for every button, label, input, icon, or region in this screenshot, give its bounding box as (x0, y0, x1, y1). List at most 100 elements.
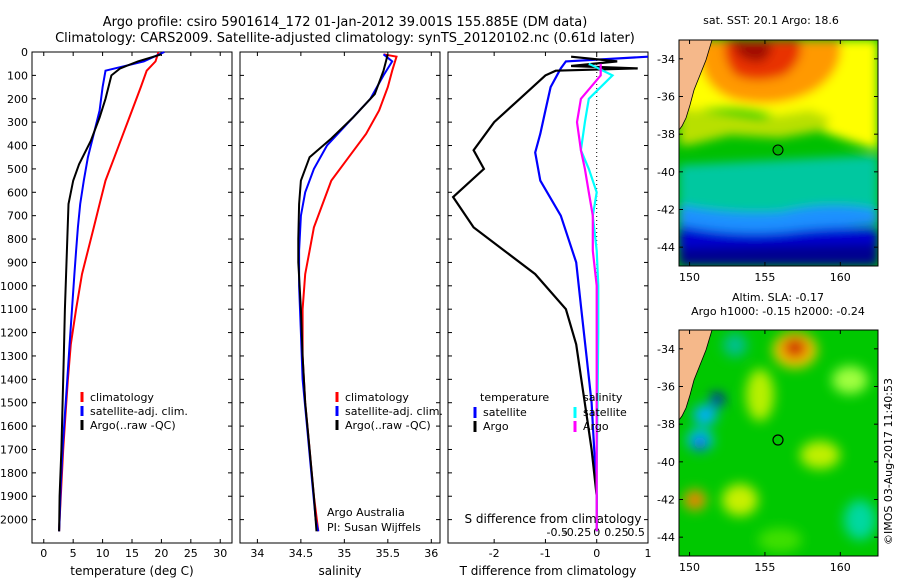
timestamp: ©IMOS 03-Aug-2017 11:40:53 (882, 378, 895, 545)
map-y-tick-label: -42 (657, 204, 675, 217)
series-argo-raw-qc- (297, 54, 389, 532)
sla-map-frame (678, 329, 879, 557)
figure-title-line1: Argo profile: csiro 5901614_172 01-Jan-2… (103, 15, 588, 30)
x-tick-label: 34.5 (289, 547, 314, 560)
depth-tick-label: 1600 (0, 420, 28, 433)
depth-tick-label: 200 (7, 93, 28, 106)
x-tick-label: 10 (96, 547, 110, 560)
map-y-tick-label: -38 (657, 128, 675, 141)
salinity-panel: 34 34.5 35 35.5 36 salinity climatologysatelli… (239, 51, 443, 578)
sla-map-panel: Altim. SLA: -0.17 Argo h1000: -0.15 h200… (657, 291, 879, 574)
legend-label: Argo (483, 420, 509, 433)
sst-heatmap (679, 40, 878, 266)
depth-tick-label: 1300 (0, 350, 28, 363)
depth-tick-label: 500 (7, 163, 28, 176)
series-t-satellite (534, 55, 649, 532)
x-tick-label: 36 (424, 547, 438, 560)
x-tick-label: 35.5 (376, 547, 401, 560)
legend-label: climatology (90, 391, 154, 404)
series-satellite-adj-clim- (58, 51, 165, 532)
x-tick-label: 1 (645, 547, 652, 560)
x-tick-label: 15 (125, 547, 139, 560)
credit-line2: PI: Susan Wijffels (327, 521, 421, 534)
legend-header-temperature: temperature (480, 391, 549, 404)
map-y-tick-label: -38 (657, 418, 675, 431)
legend-label: Argo(..raw -QC) (90, 419, 176, 432)
x-tick-label: -2 (489, 547, 500, 560)
map-y-tick-label: -34 (657, 343, 675, 356)
differences-frame (447, 51, 649, 544)
sst-map-panel: sat. SST: 20.1 Argo: 18.6 150 155 160 -34 -3… (657, 14, 879, 284)
x2-tick-label: -0.5 (547, 526, 568, 539)
map-x-tick-label: 155 (754, 271, 775, 284)
depth-tick-label: 1800 (0, 467, 28, 480)
figure-title-line2: Climatology: CARS2009. Satellite-adjuste… (55, 31, 635, 46)
sst-map-title: sat. SST: 20.1 Argo: 18.6 (703, 14, 839, 27)
sst-map-frame (678, 39, 879, 267)
x2-tick-label: -0.25 (563, 526, 591, 539)
map-x-tick-label: 150 (679, 561, 700, 574)
map-y-tick-label: -36 (657, 381, 675, 394)
depth-tick-label: 600 (7, 186, 28, 199)
depth-tick-label: 900 (7, 256, 28, 269)
x-tick-label: 0 (593, 547, 600, 560)
map-y-tick-label: -34 (657, 53, 675, 66)
difference-panel: -2 -1 0 1 T difference from climatology -0.5-… (447, 51, 652, 578)
map-y-tick-label: -44 (657, 531, 675, 544)
depth-tick-label: 1500 (0, 397, 28, 410)
series-s-argo (575, 63, 602, 532)
map-y-tick-label: -40 (657, 166, 675, 179)
map-y-tick-label: -36 (657, 91, 675, 104)
x-tick-label: 30 (213, 547, 227, 560)
x-tick-label: 34 (250, 547, 264, 560)
series-argo-raw-qc- (58, 53, 162, 532)
legend-label: Argo(..raw -QC) (345, 419, 431, 432)
sst-argo-marker (772, 144, 784, 156)
series-t-argo (451, 55, 638, 532)
map-x-tick-label: 155 (754, 561, 775, 574)
legend-label: satellite (583, 406, 627, 419)
depth-tick-label: 400 (7, 140, 28, 153)
legend-label: Argo (583, 420, 609, 433)
x-tick-label: 20 (154, 547, 168, 560)
differences-xlabel: T difference from climatology (459, 564, 637, 578)
legend-label: climatology (345, 391, 409, 404)
x-tick-label: -1 (540, 547, 551, 560)
depth-tick-label: 100 (7, 69, 28, 82)
x2-tick-label: 0.5 (627, 526, 645, 539)
x-tick-label: 5 (70, 547, 77, 560)
x2-tick-label: 0 (593, 526, 600, 539)
depth-tick-label: 1200 (0, 327, 28, 340)
sla-map-subtitle: Argo h1000: -0.15 h2000: -0.24 (691, 305, 865, 318)
x2-tick-label: 0.25 (604, 526, 629, 539)
map-y-tick-label: -40 (657, 456, 675, 469)
map-x-tick-label: 160 (830, 561, 851, 574)
credit-line1: Argo Australia (327, 506, 405, 519)
depth-tick-label: 1000 (0, 280, 28, 293)
series-climatology (301, 53, 398, 532)
temperature-panel: 0 100 200 300 400 500 600 700 800 900 1000 1100 1200… (0, 46, 233, 578)
legend-label: satellite (483, 406, 527, 419)
sla-map-title: Altim. SLA: -0.17 (732, 291, 824, 304)
depth-tick-label: 1900 (0, 490, 28, 503)
legend-label: satellite-adj. clim. (345, 405, 443, 418)
depth-tick-label: 1700 (0, 443, 28, 456)
depth-tick-label: 2000 (0, 514, 28, 527)
map-y-tick-label: -42 (657, 494, 675, 507)
depth-tick-label: 300 (7, 116, 28, 129)
salinity-frame (239, 51, 441, 544)
depth-tick-label: 1100 (0, 303, 28, 316)
temperature-xlabel: temperature (deg C) (70, 564, 193, 578)
map-y-tick-label: -44 (657, 241, 675, 254)
legend-label: satellite-adj. clim. (90, 405, 188, 418)
x-tick-label: 25 (184, 547, 198, 560)
legend-header-salinity: salinity (583, 391, 623, 404)
map-x-tick-label: 160 (830, 271, 851, 284)
depth-tick-label: 1400 (0, 373, 28, 386)
map-x-tick-label: 150 (679, 271, 700, 284)
x-tick-label: 35 (337, 547, 351, 560)
depth-tick-label: 0 (21, 46, 28, 59)
depth-tick-label: 800 (7, 233, 28, 246)
depth-tick-label: 700 (7, 210, 28, 223)
